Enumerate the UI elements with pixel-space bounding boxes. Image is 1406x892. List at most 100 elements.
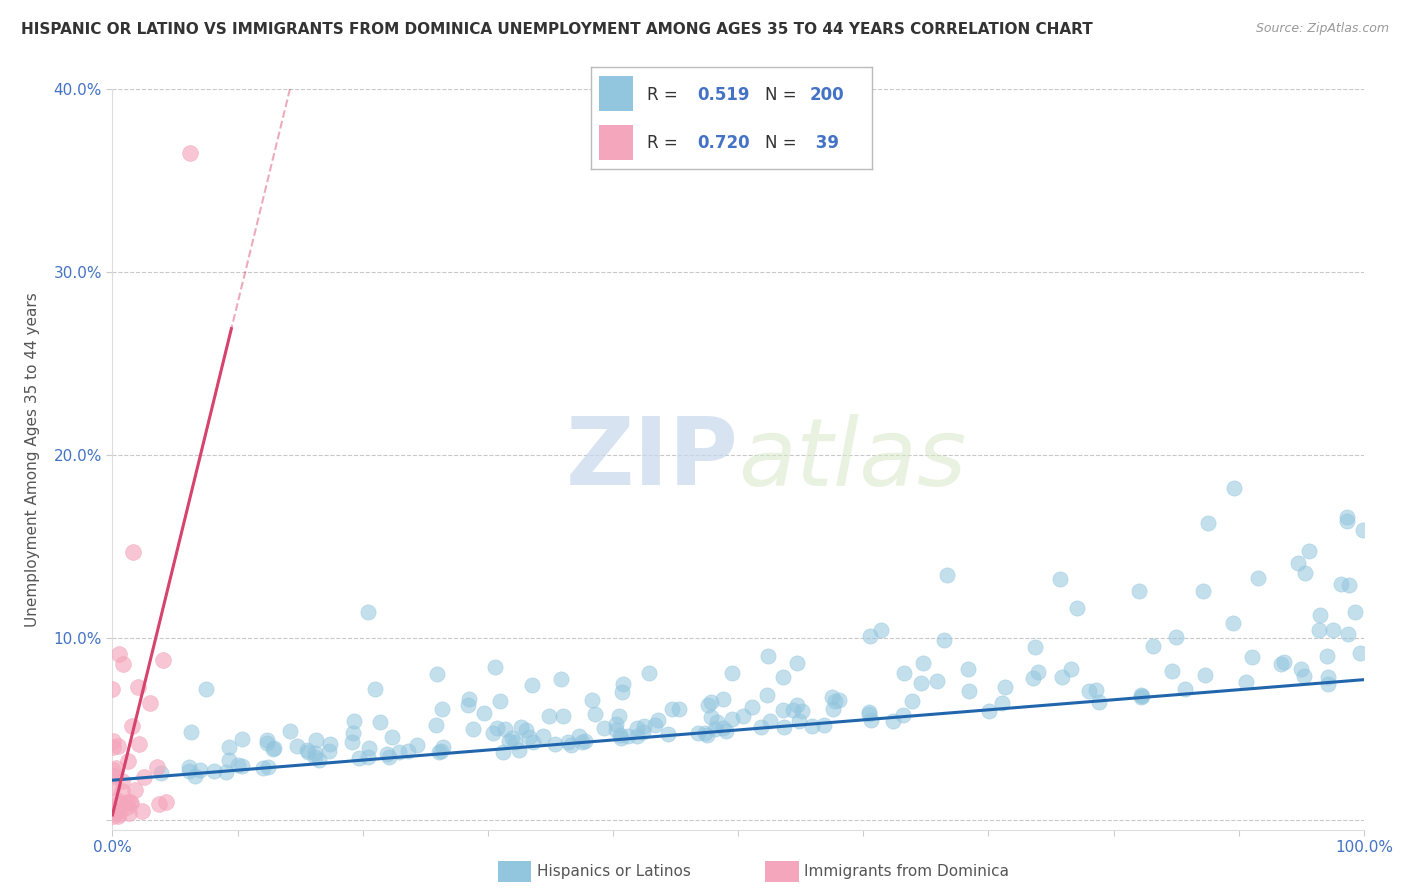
Point [510,721,533,735]
Point [1066,601,1088,615]
Point [107,739,129,754]
Point [1084,683,1107,698]
Point [121,719,143,733]
Point [1330,577,1353,591]
Point [262,742,284,756]
Point [128,737,150,751]
Text: 200: 200 [810,86,845,103]
Point [342,726,364,740]
Point [425,718,447,732]
Point [1128,584,1150,599]
Point [319,737,342,751]
Point [607,709,630,723]
Point [957,684,980,698]
Point [105,792,128,806]
Point [256,732,278,747]
Point [1353,523,1375,537]
Point [375,747,398,762]
Point [432,739,454,754]
Point [551,708,574,723]
Point [340,735,363,749]
Point [786,698,808,712]
Point [503,735,526,749]
Point [574,734,596,748]
Point [870,624,893,638]
Point [792,704,814,718]
Point [706,715,728,730]
Point [231,732,253,747]
Point [115,795,138,809]
Point [631,725,654,739]
Point [893,666,915,681]
Text: Source: ZipAtlas.com: Source: ZipAtlas.com [1256,22,1389,36]
Point [252,761,274,775]
Point [304,750,326,764]
Point [772,703,794,717]
Point [489,693,512,707]
Point [101,780,124,794]
Point [256,736,278,750]
Point [228,757,250,772]
Point [823,702,845,716]
Point [118,796,141,810]
Point [263,741,285,756]
Point [484,660,506,674]
Point [1142,639,1164,653]
Point [824,694,846,708]
Point [1344,605,1367,619]
Point [612,677,634,691]
Point [609,731,631,745]
Point [644,718,666,732]
Point [858,705,880,719]
Point [357,749,380,764]
Point [368,715,391,730]
Point [695,726,717,740]
Text: atlas: atlas [738,414,966,505]
Point [1222,615,1244,630]
Point [179,146,201,161]
Point [124,783,146,797]
Point [101,809,124,823]
Point [1336,514,1358,528]
Text: 39: 39 [810,134,839,152]
Point [177,760,200,774]
Point [357,605,380,619]
Point [668,702,690,716]
Y-axis label: Unemployment Among Ages 35 to 44 years: Unemployment Among Ages 35 to 44 years [25,292,39,627]
Point [901,694,924,708]
Point [581,693,603,707]
Point [696,728,718,742]
Point [101,733,124,747]
Point [721,666,744,681]
Point [910,675,932,690]
Point [647,713,669,727]
Point [813,718,835,732]
Text: N =: N = [765,86,801,103]
Point [787,714,810,728]
Point [713,691,735,706]
Point [105,804,128,818]
Point [105,761,128,775]
Point [427,746,450,760]
Point [139,696,162,710]
Point [343,714,366,729]
Point [1294,566,1316,580]
Point [396,743,419,757]
Point [112,657,135,671]
Point [120,796,142,810]
Point [828,693,851,707]
Point [103,804,125,818]
Point [1337,578,1360,592]
Point [305,732,328,747]
Point [1289,662,1312,676]
Point [1192,584,1215,599]
Point [626,729,648,743]
Point [912,656,935,670]
Point [190,764,212,778]
Point [430,744,453,758]
Point [155,796,177,810]
Point [101,681,124,696]
FancyBboxPatch shape [599,76,633,111]
Point [697,698,720,713]
Point [571,735,593,749]
